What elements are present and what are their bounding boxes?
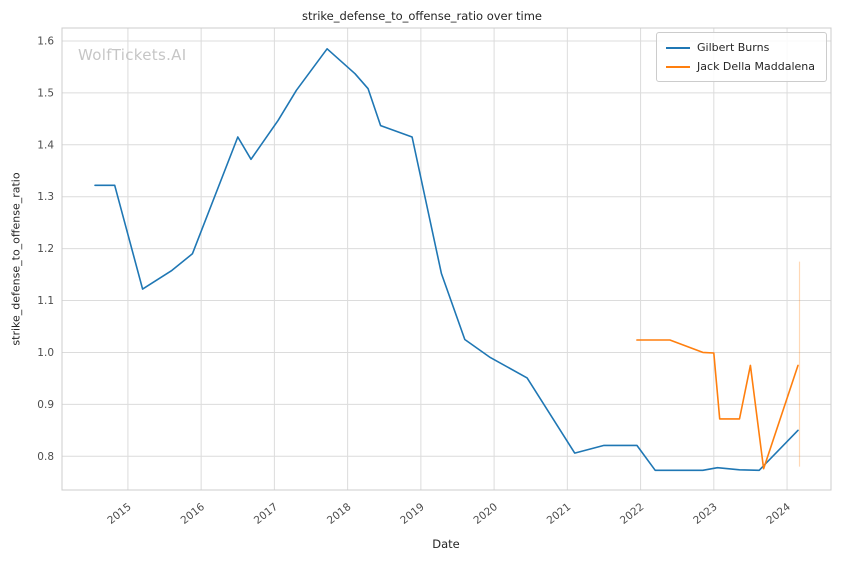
x-axis-label: Date (432, 537, 460, 551)
y-tick-label: 0.8 (37, 451, 54, 463)
legend-line-swatch (666, 65, 691, 68)
x-tick-label: 2018 (325, 501, 353, 527)
legend: Gilbert Burns Jack Della Maddalena (656, 32, 827, 82)
legend-label: Gilbert Burns (697, 41, 770, 54)
y-tick-label: 1.3 (37, 191, 54, 203)
watermark: WolfTickets.AI (78, 46, 187, 64)
y-tick-label: 1.0 (37, 347, 54, 359)
legend-label: Jack Della Maddalena (697, 60, 815, 73)
x-tick-label: 2022 (618, 501, 646, 527)
y-tick-label: 1.5 (37, 87, 54, 99)
y-tick-label: 1.4 (37, 139, 54, 151)
plot-border (61, 27, 832, 491)
y-tick-label: 0.9 (37, 399, 54, 411)
x-tick-label: 2023 (691, 501, 719, 527)
plot-background (62, 28, 831, 490)
x-tick-label: 2015 (105, 501, 133, 527)
x-tick-label: 2020 (471, 501, 499, 527)
legend-line-swatch (666, 46, 691, 49)
x-tick-label: 2017 (252, 501, 280, 527)
y-tick-label: 1.1 (37, 295, 54, 307)
series-line-jack-della-maddalena (636, 339, 799, 470)
y-tick-label: 1.6 (37, 35, 54, 47)
legend-entry-jack-della-maddalena: Jack Della Maddalena (666, 60, 815, 73)
x-tick-label: 2016 (179, 501, 208, 527)
y-axis-label: strike_defense_to_offense_ratio (9, 172, 23, 346)
x-tick-label: 2019 (398, 501, 426, 527)
x-tick-label: 2021 (545, 501, 573, 527)
y-tick-label: 1.2 (37, 243, 54, 255)
chart-title: strike_defense_to_offense_ratio over tim… (302, 9, 542, 23)
legend-entry-gilbert-burns: Gilbert Burns (666, 41, 815, 54)
x-tick-label: 2024 (764, 501, 793, 527)
series-line-gilbert-burns (94, 47, 799, 472)
